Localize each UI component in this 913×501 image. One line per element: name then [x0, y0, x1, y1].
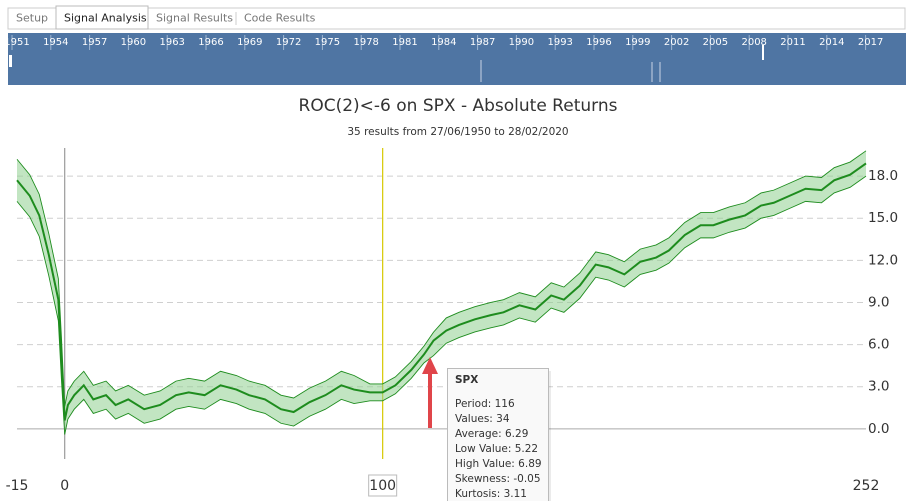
tab-bar [7, 7, 906, 30]
timeline-year: 1975 [315, 37, 340, 48]
timeline-year: 1999 [625, 37, 650, 48]
tooltip-line: Low Value: 5.22 [455, 443, 538, 455]
tooltip-title: SPX [455, 374, 478, 386]
tab[interactable]: Signal Analysis [64, 12, 147, 25]
timeline-year: 1957 [82, 37, 107, 48]
timeline-year: 2002 [664, 37, 689, 48]
tooltip-line: Values: 34 [455, 413, 510, 425]
arrow-head [422, 357, 438, 374]
timeline-year: 1978 [353, 37, 378, 48]
y-tick-label: 15.0 [868, 210, 898, 226]
timeline-years: 1951 1954 1957 1960 1963 1966 1969 1972 1975 1978… [4, 35, 883, 50]
tooltip-line: Kurtosis: 3.11 [455, 488, 527, 500]
tab[interactable]: Setup [16, 12, 48, 25]
timeline-year: 1972 [276, 37, 301, 48]
timeline-year: 1987 [470, 37, 495, 48]
timeline-year: 1963 [159, 37, 184, 48]
tooltip-line: Average: 6.29 [455, 428, 528, 440]
tooltip-line: Skewness: -0.05 [455, 473, 541, 485]
tooltip-line: High Value: 6.89 [455, 458, 542, 470]
timeline-year: 1960 [121, 37, 146, 48]
timeline-year: 1951 [4, 37, 29, 48]
x-tick-label: 252 [853, 478, 880, 494]
x-tick-highlight [368, 474, 398, 497]
timeline-year: 1996 [586, 37, 611, 48]
timeline-year: 2005 [703, 37, 728, 48]
x-tick-label: 0 [60, 478, 69, 494]
timeline-year: 1984 [431, 37, 456, 48]
tooltip-line: Period: 116 [455, 398, 515, 410]
timeline-year: 1993 [547, 37, 572, 48]
x-tick-label: -15 [6, 478, 29, 494]
timeline-year: 1954 [43, 37, 68, 48]
y-tick-label: 18.0 [868, 168, 898, 184]
tab[interactable]: Signal Results [156, 12, 233, 25]
timeline-year: 1990 [509, 37, 534, 48]
band-lower [16, 175, 867, 435]
chart-title: ROC(2)<-6 on SPX - Absolute Returns [299, 96, 618, 116]
tab-active[interactable] [55, 5, 149, 30]
y-tick-label: 6.0 [868, 337, 889, 353]
plot: 0.0 3.0 6.0 9.0 12.0 15.0 18.0 -15 0 100 252 [6, 148, 898, 497]
y-tick-label: 12.0 [868, 252, 898, 268]
timeline-year: 1981 [392, 37, 417, 48]
y-tick-label: 0.0 [868, 421, 889, 437]
average-line [16, 162, 867, 421]
timeline[interactable] [8, 33, 906, 85]
chart-subtitle: 35 results from 27/06/1950 to 28/02/2020 [347, 126, 568, 138]
band-upper [16, 150, 867, 407]
y-tick-label: 9.0 [868, 294, 889, 310]
tooltip-box [447, 368, 549, 501]
y-tick-label: 3.0 [868, 379, 889, 395]
timeline-year: 2014 [819, 37, 844, 48]
timeline-year: 2011 [780, 37, 805, 48]
timeline-year: 2008 [741, 37, 766, 48]
x-tick-label: 100 [369, 478, 396, 494]
timeline-year: 2017 [858, 37, 883, 48]
band [17, 150, 866, 435]
timeline-year: 1969 [237, 37, 262, 48]
tab[interactable]: Code Results [244, 12, 316, 25]
tooltip: SPX Period: 116 Values: 34 Average: 6.29 Low… [447, 368, 551, 501]
timeline-handle[interactable] [9, 55, 12, 67]
timeline-year: 1966 [198, 37, 223, 48]
